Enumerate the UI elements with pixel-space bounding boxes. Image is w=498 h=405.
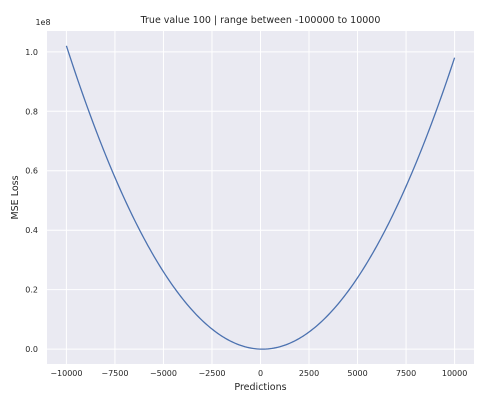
x-tick-label: −2500	[198, 369, 225, 378]
y-axis-label: MSE Loss	[10, 175, 21, 219]
y-axis-offset-label: 1e8	[35, 18, 50, 27]
chart-title: True value 100 | range between -100000 t…	[140, 15, 381, 26]
x-tick-label: −7500	[101, 369, 128, 378]
x-tick-label: −5000	[150, 369, 177, 378]
y-tick-label: 0.0	[25, 345, 38, 354]
x-tick-label: 5000	[347, 369, 367, 378]
y-axis-ticks: 0.0 0.2 0.4 0.6 0.8 1.0	[25, 48, 38, 354]
mse-loss-curve	[65, 45, 456, 350]
y-tick-label: 0.2	[25, 286, 38, 295]
x-tick-label: 0	[258, 369, 263, 378]
y-tick-label: 0.4	[25, 226, 38, 235]
x-tick-label: 2500	[299, 369, 319, 378]
x-tick-label: 10000	[442, 369, 467, 378]
y-tick-label: 1.0	[25, 48, 38, 57]
x-axis-label: Predictions	[234, 382, 286, 393]
y-tick-label: 0.6	[25, 167, 38, 176]
x-tick-label: 7500	[396, 369, 416, 378]
x-tick-label: −10000	[50, 369, 82, 378]
y-tick-label: 0.8	[25, 107, 38, 116]
x-axis-ticks: −10000 −7500 −5000 −2500 0 2500 5000 7500 10000	[50, 369, 467, 378]
